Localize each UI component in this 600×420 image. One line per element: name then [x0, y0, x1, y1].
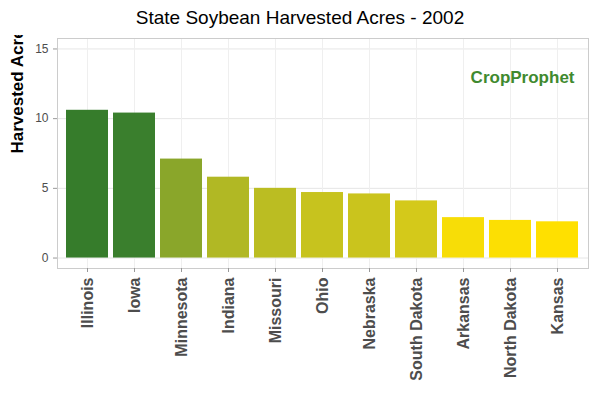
svg-text:Harvested Acres (M Acres): Harvested Acres (M Acres): [8, 35, 27, 154]
svg-text:0: 0: [42, 251, 49, 265]
svg-text:South Dakota: South Dakota: [408, 277, 425, 380]
svg-text:Missouri: Missouri: [267, 278, 284, 344]
svg-text:10: 10: [35, 111, 49, 125]
svg-text:Indiana: Indiana: [220, 277, 237, 333]
html-text:State Soybean Harvested Acres: State Soybean Harvested Acres - 2002: [135, 7, 465, 28]
svg-text:Kansas: Kansas: [549, 277, 566, 334]
svg-text:Minnesota: Minnesota: [173, 277, 190, 356]
svg-text:Ohio: Ohio: [314, 277, 331, 314]
svg-text:Nebraska: Nebraska: [361, 277, 378, 349]
svg-text:15: 15: [35, 42, 49, 56]
svg-text:Illinois: Illinois: [79, 277, 96, 328]
svg-text:Iowa: Iowa: [126, 277, 143, 313]
svg-text:5: 5: [42, 181, 49, 195]
svg-text:North Dakota: North Dakota: [502, 277, 519, 378]
svg-text:Arkansas: Arkansas: [455, 277, 472, 349]
svg-text:CropProphet: CropProphet: [471, 68, 575, 87]
